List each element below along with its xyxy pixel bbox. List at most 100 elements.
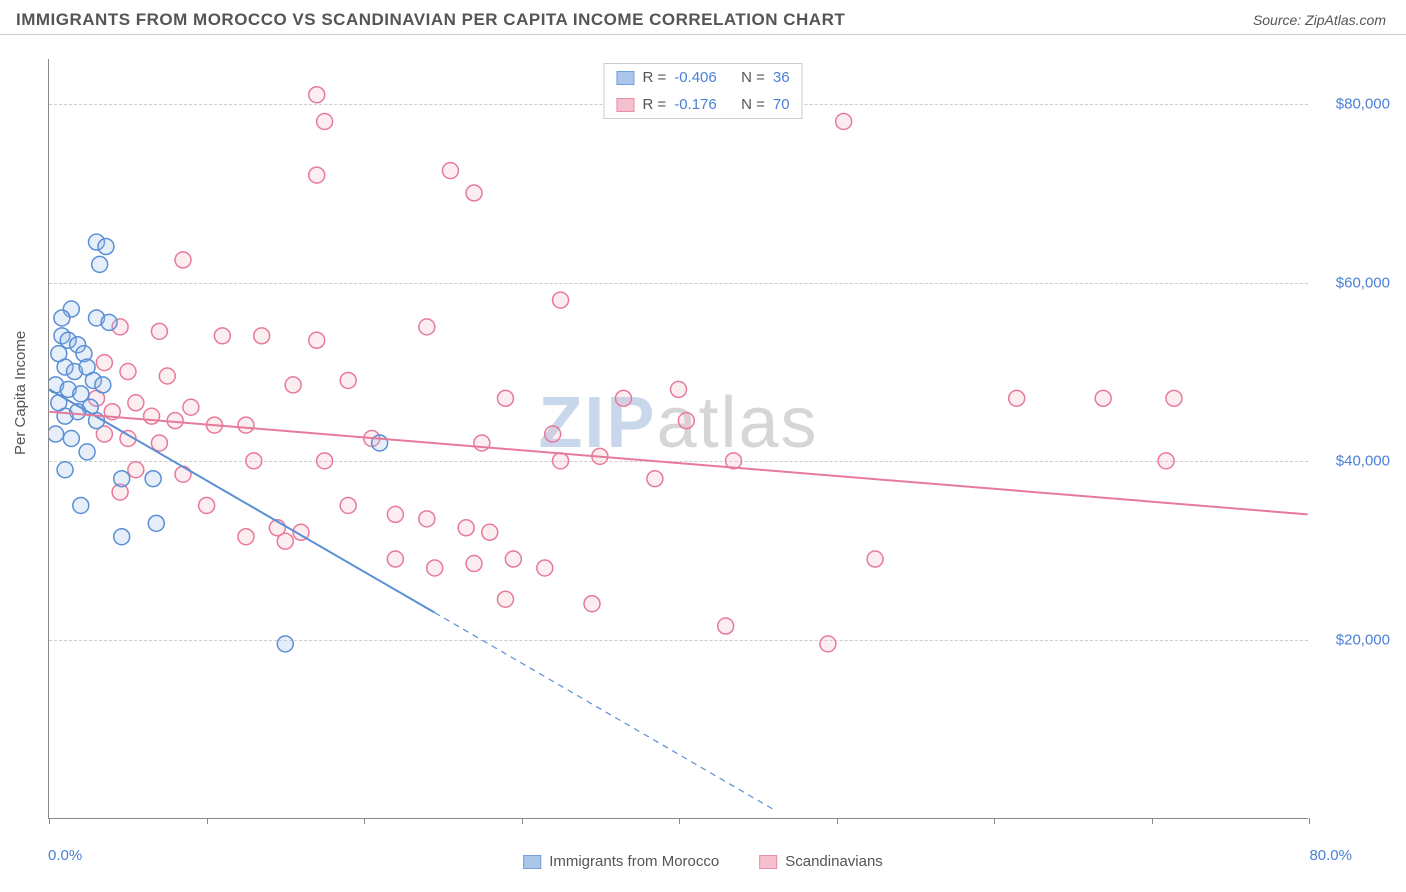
data-point xyxy=(98,239,114,255)
y-tick-label: $20,000 xyxy=(1315,632,1390,649)
data-point xyxy=(120,364,136,380)
data-point xyxy=(442,163,458,179)
data-point xyxy=(96,355,112,371)
legend-N-val-2: 70 xyxy=(773,96,790,113)
legend-R-label-2: R = xyxy=(642,96,666,113)
data-point xyxy=(114,471,130,487)
chart-svg xyxy=(49,59,1308,818)
x-tick xyxy=(364,818,365,824)
data-point xyxy=(1095,390,1111,406)
data-point xyxy=(79,444,95,460)
chart-container: Per Capita Income ZIPatlas $20,000$40,00… xyxy=(0,35,1406,880)
data-point xyxy=(151,435,167,451)
legend-swatch-1 xyxy=(616,71,634,85)
legend-N-label-1: N = xyxy=(741,69,765,86)
data-point xyxy=(482,524,498,540)
x-tick xyxy=(1309,818,1310,824)
data-point xyxy=(183,399,199,415)
data-point xyxy=(1166,390,1182,406)
series-legend: Immigrants from Morocco Scandinavians xyxy=(523,853,883,870)
data-point xyxy=(497,591,513,607)
data-point xyxy=(718,618,734,634)
y-axis-title: Per Capita Income xyxy=(12,331,29,455)
x-tick xyxy=(1152,818,1153,824)
data-point xyxy=(497,390,513,406)
x-axis-max-label: 80.0% xyxy=(1309,847,1352,864)
data-point xyxy=(1009,390,1025,406)
data-point xyxy=(159,368,175,384)
data-point xyxy=(144,408,160,424)
data-point xyxy=(151,323,167,339)
legend-series-name-2: Scandinavians xyxy=(785,853,883,870)
legend-series-name-1: Immigrants from Morocco xyxy=(549,853,719,870)
data-point xyxy=(175,252,191,268)
x-tick xyxy=(49,818,50,824)
data-point xyxy=(63,431,79,447)
data-point xyxy=(458,520,474,536)
data-point xyxy=(317,114,333,130)
data-point xyxy=(505,551,521,567)
y-tick-label: $60,000 xyxy=(1315,274,1390,291)
data-point xyxy=(49,426,64,442)
data-point xyxy=(128,462,144,478)
data-point xyxy=(54,310,70,326)
legend-R-val-1: -0.406 xyxy=(674,69,717,86)
data-point xyxy=(867,551,883,567)
y-tick-label: $80,000 xyxy=(1315,95,1390,112)
data-point xyxy=(584,596,600,612)
data-point xyxy=(1158,453,1174,469)
y-tick-label: $40,000 xyxy=(1315,453,1390,470)
data-point xyxy=(148,515,164,531)
data-point xyxy=(238,417,254,433)
data-point xyxy=(214,328,230,344)
legend-R-val-2: -0.176 xyxy=(674,96,717,113)
data-point xyxy=(419,511,435,527)
data-point xyxy=(57,462,73,478)
data-point xyxy=(285,377,301,393)
x-tick xyxy=(994,818,995,824)
data-point xyxy=(57,408,73,424)
data-point xyxy=(545,426,561,442)
data-point xyxy=(340,497,356,513)
legend-R-label-1: R = xyxy=(642,69,666,86)
data-point xyxy=(466,185,482,201)
data-point xyxy=(238,529,254,545)
legend-swatch-2 xyxy=(616,98,634,112)
data-point xyxy=(615,390,631,406)
data-point xyxy=(309,87,325,103)
x-tick xyxy=(679,818,680,824)
data-point xyxy=(175,466,191,482)
data-point xyxy=(73,497,89,513)
data-point xyxy=(277,533,293,549)
source-prefix: Source: xyxy=(1253,12,1305,28)
x-tick xyxy=(207,818,208,824)
legend-row-1: R = -0.406 N = 36 xyxy=(604,64,801,91)
chart-header: IMMIGRANTS FROM MOROCCO VS SCANDINAVIAN … xyxy=(0,0,1406,35)
source-attribution: Source: ZipAtlas.com xyxy=(1253,12,1386,28)
source-name: ZipAtlas.com xyxy=(1305,12,1386,28)
data-point xyxy=(419,319,435,335)
data-point xyxy=(199,497,215,513)
data-point xyxy=(671,381,687,397)
data-point xyxy=(277,636,293,652)
data-point xyxy=(114,529,130,545)
data-point xyxy=(836,114,852,130)
legend-item-1: Immigrants from Morocco xyxy=(523,853,719,870)
data-point xyxy=(95,377,111,393)
data-point xyxy=(254,328,270,344)
legend-item-2: Scandinavians xyxy=(759,853,883,870)
data-point xyxy=(474,435,490,451)
chart-title: IMMIGRANTS FROM MOROCCO VS SCANDINAVIAN … xyxy=(16,10,845,30)
data-point xyxy=(387,551,403,567)
plot-area: ZIPatlas $20,000$40,000$60,000$80,000 xyxy=(48,59,1308,819)
data-point xyxy=(128,395,144,411)
data-point xyxy=(246,453,262,469)
data-point xyxy=(309,332,325,348)
legend-N-label-2: N = xyxy=(741,96,765,113)
x-axis-min-label: 0.0% xyxy=(48,847,82,864)
data-point xyxy=(820,636,836,652)
x-tick xyxy=(837,818,838,824)
legend-bottom-swatch-2 xyxy=(759,855,777,869)
data-point xyxy=(92,256,108,272)
data-point xyxy=(647,471,663,487)
